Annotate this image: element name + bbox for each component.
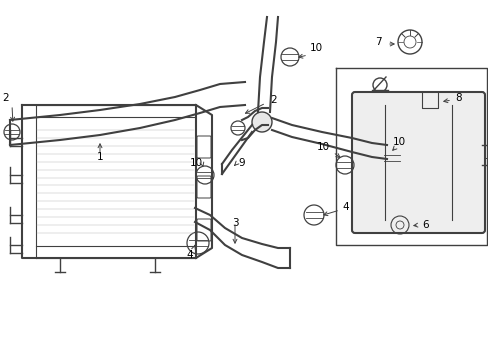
Text: 8: 8	[454, 93, 461, 103]
Circle shape	[251, 112, 271, 132]
Text: 6: 6	[421, 220, 428, 230]
Text: 9: 9	[238, 158, 245, 168]
Text: 1: 1	[97, 152, 103, 162]
FancyBboxPatch shape	[351, 92, 484, 233]
Text: 4: 4	[186, 250, 193, 260]
Text: 10: 10	[189, 158, 202, 168]
Text: 10: 10	[309, 43, 323, 53]
Text: 2: 2	[269, 95, 276, 105]
Text: 7: 7	[375, 37, 381, 47]
Text: 3: 3	[231, 218, 238, 228]
Text: 2: 2	[2, 93, 9, 103]
Text: 10: 10	[316, 142, 329, 152]
Text: 10: 10	[392, 137, 406, 147]
Text: 4: 4	[341, 202, 348, 212]
